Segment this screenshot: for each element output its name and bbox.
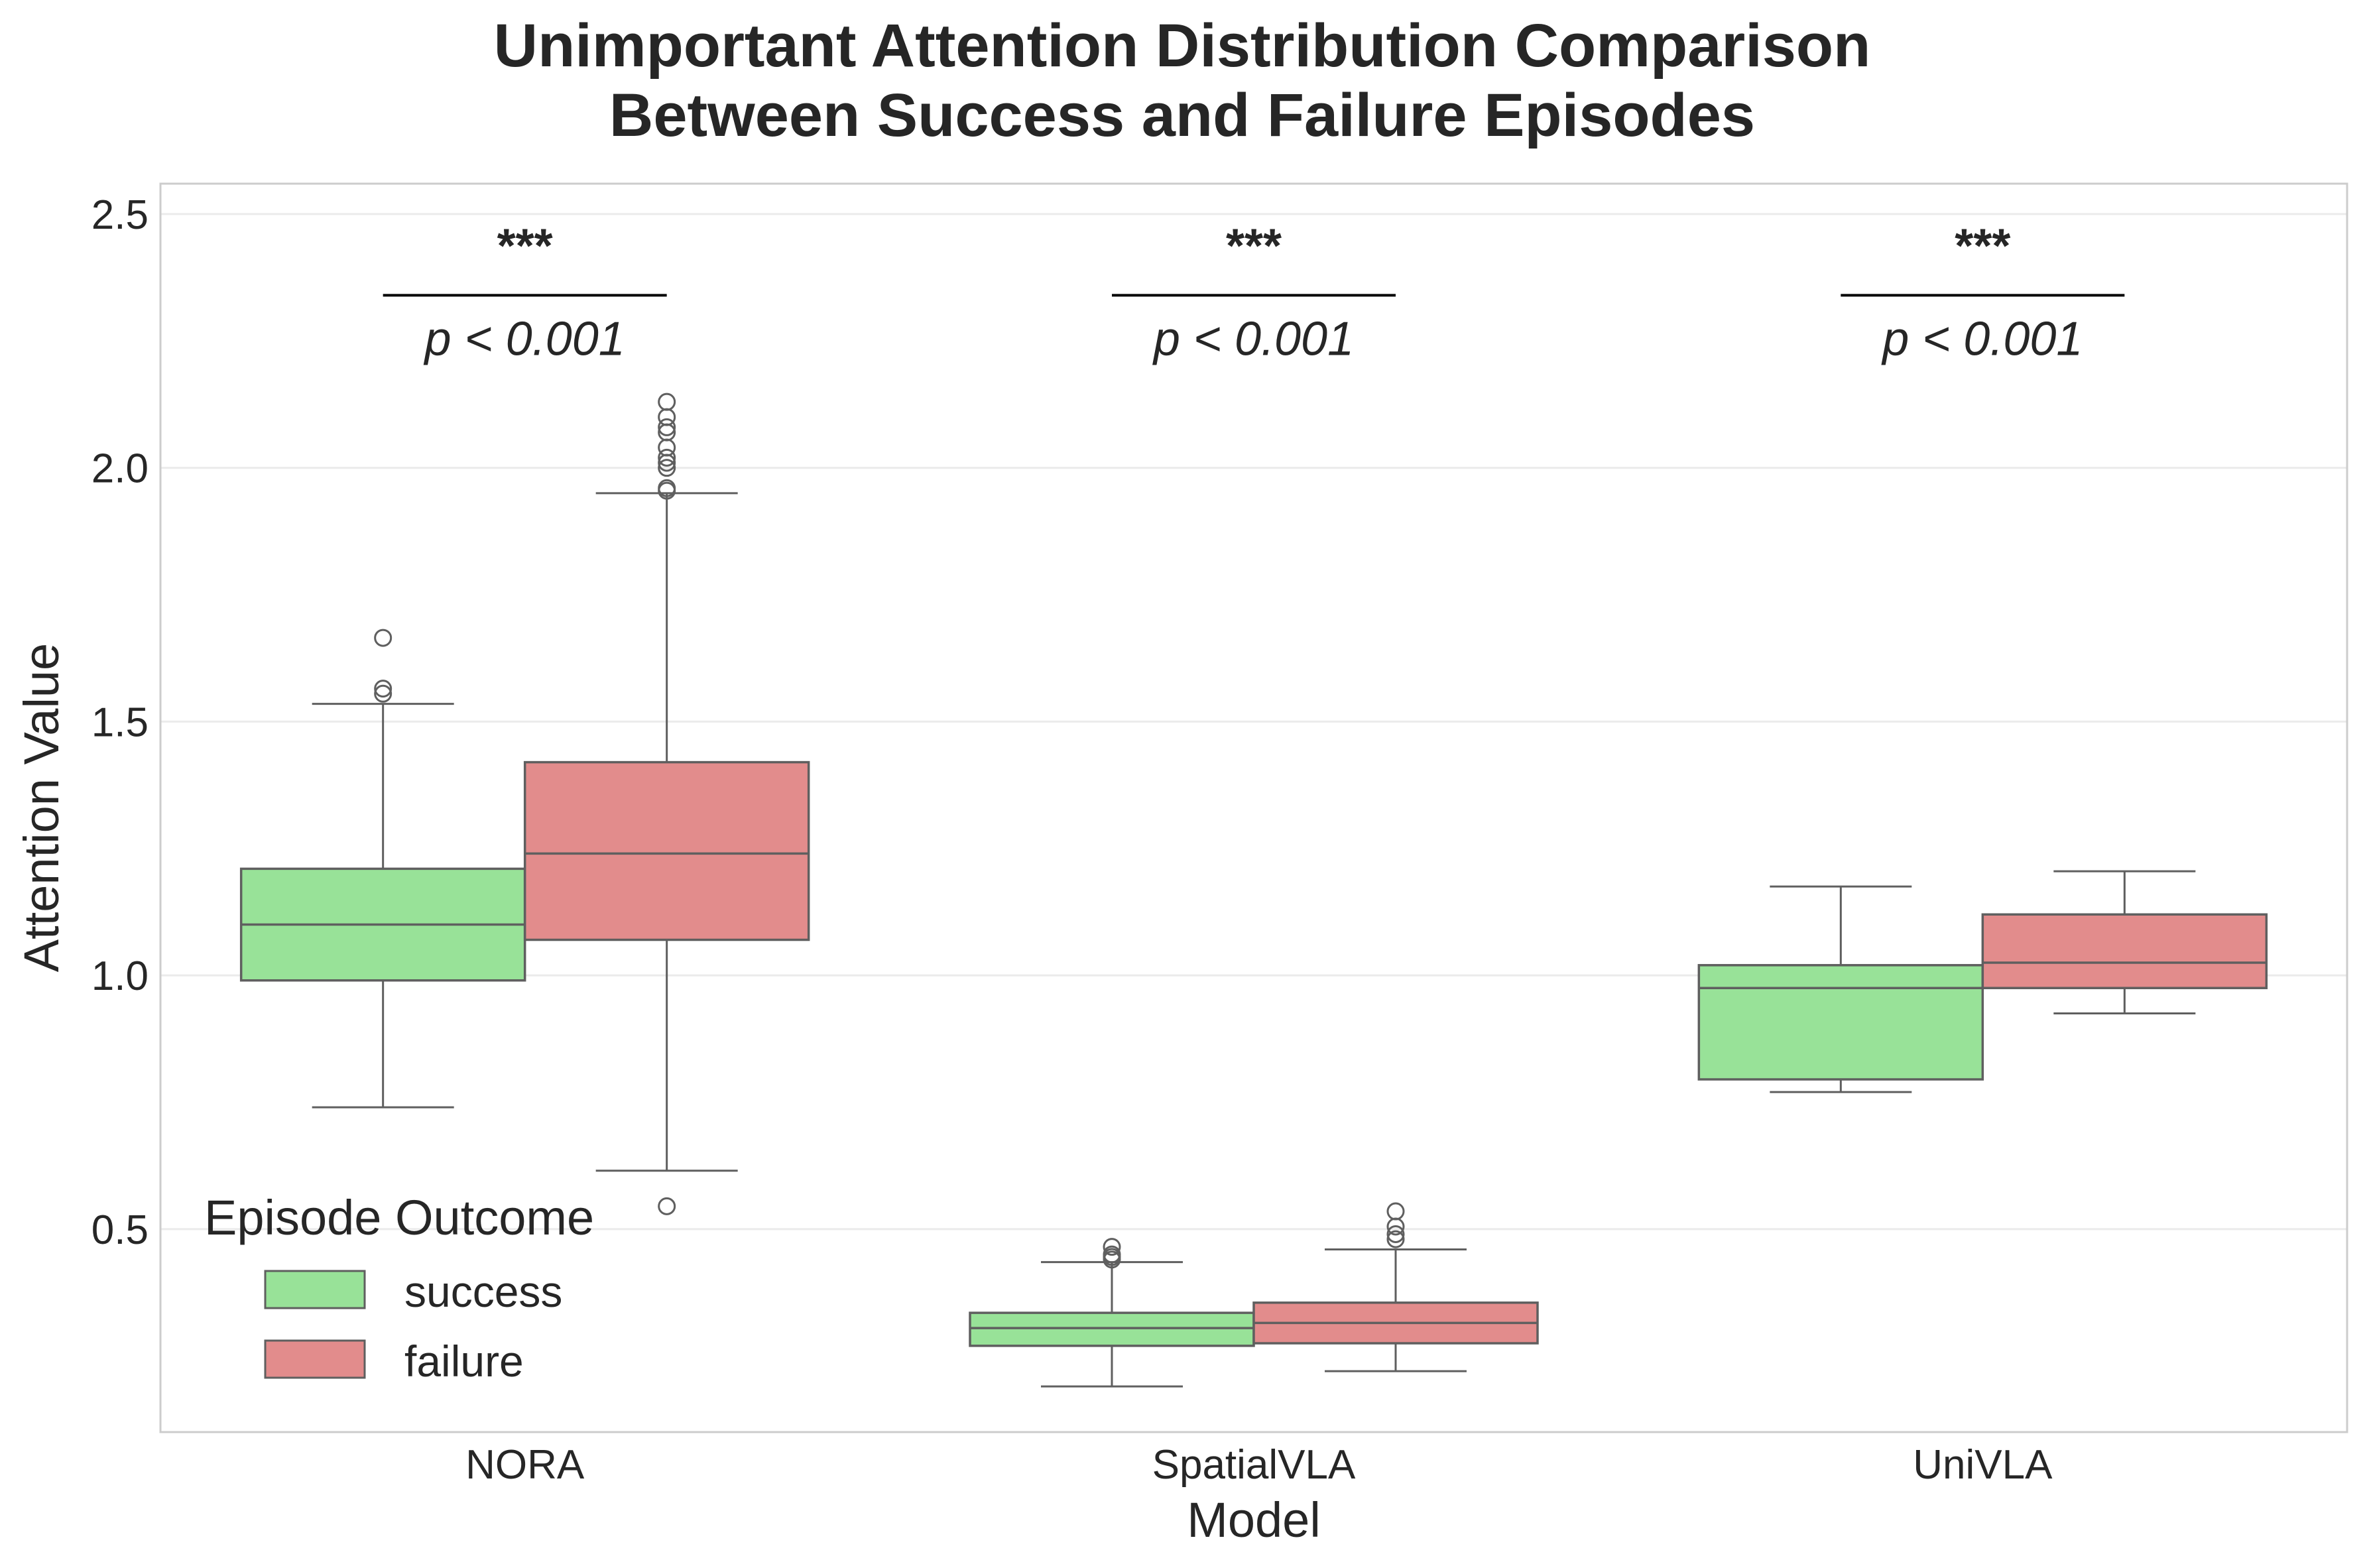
outlier-point: [1386, 1230, 1405, 1248]
box-groups: [239, 392, 2268, 1388]
chart-title-line-1: Unimportant Attention Distribution Compa…: [494, 12, 1871, 80]
box-failure-univla: [1981, 870, 2268, 1015]
significance-stars: ***: [497, 219, 553, 272]
outlier-point: [658, 438, 676, 457]
legend-swatch-success: [264, 1270, 366, 1309]
outlier-point: [1386, 1225, 1405, 1243]
outlier-point: [658, 448, 676, 467]
y-axis-label: Attention Value: [14, 643, 69, 972]
y-tick-labels: 0.5 1.0 1.5 2.0 2.5: [91, 192, 149, 1253]
box-failure-spatialvla: [1252, 1202, 1539, 1372]
outlier-point: [658, 418, 676, 436]
outlier-point: [658, 408, 676, 426]
box-success-nora: [239, 629, 526, 1109]
outlier-point: [1103, 1238, 1121, 1256]
significance-stars: ***: [1955, 219, 2010, 272]
p-value-label: p < 0.001: [1881, 312, 2083, 365]
chart-title-line-2: Between Success and Failure Episodes: [609, 82, 1755, 149]
x-tick-labels: NORA SpatialVLA UniVLA: [465, 1442, 2053, 1488]
box-body: [1981, 913, 2268, 989]
grid-lines: [160, 213, 2347, 1231]
outlier-point: [658, 1197, 676, 1215]
outlier-point: [658, 459, 676, 477]
box-body: [523, 760, 810, 941]
outlier-point: [658, 392, 676, 411]
x-axis-label: Model: [1187, 1492, 1321, 1547]
outlier-point: [1386, 1202, 1405, 1221]
outlier-point: [1103, 1245, 1121, 1264]
legend-swatch-failure: [264, 1339, 366, 1379]
x-tick-label: NORA: [465, 1442, 585, 1488]
y-tick-label: 2.0: [91, 446, 149, 492]
p-value-label: p < 0.001: [424, 312, 625, 365]
box-body: [1697, 964, 1984, 1081]
y-tick-label: 1.5: [91, 699, 149, 745]
legend: Episode Outcome success failure: [204, 1190, 594, 1386]
outlier-point: [374, 680, 393, 698]
legend-label-failure: failure: [404, 1337, 524, 1386]
x-tick-label: UniVLA: [1913, 1442, 2053, 1488]
significance-annotations: *** p < 0.001 *** p < 0.001 *** p < 0.001: [383, 219, 2125, 365]
x-tick-label: SpatialVLA: [1152, 1442, 1356, 1488]
box-body: [969, 1311, 1255, 1347]
legend-label-success: success: [404, 1267, 562, 1316]
outlier-point: [658, 479, 676, 497]
outlier-point: [374, 684, 393, 703]
y-tick-label: 2.5: [91, 192, 149, 238]
legend-title: Episode Outcome: [204, 1190, 594, 1245]
significance-stars: ***: [1226, 219, 1282, 272]
p-value-label: p < 0.001: [1152, 312, 1354, 365]
y-tick-label: 1.0: [91, 953, 149, 999]
box-failure-nora: [523, 392, 810, 1215]
y-tick-label: 0.5: [91, 1207, 149, 1253]
box-success-spatialvla: [969, 1238, 1255, 1388]
box-success-univla: [1697, 885, 1984, 1093]
outlier-point: [374, 629, 393, 647]
plot-frame: [159, 182, 2348, 1433]
